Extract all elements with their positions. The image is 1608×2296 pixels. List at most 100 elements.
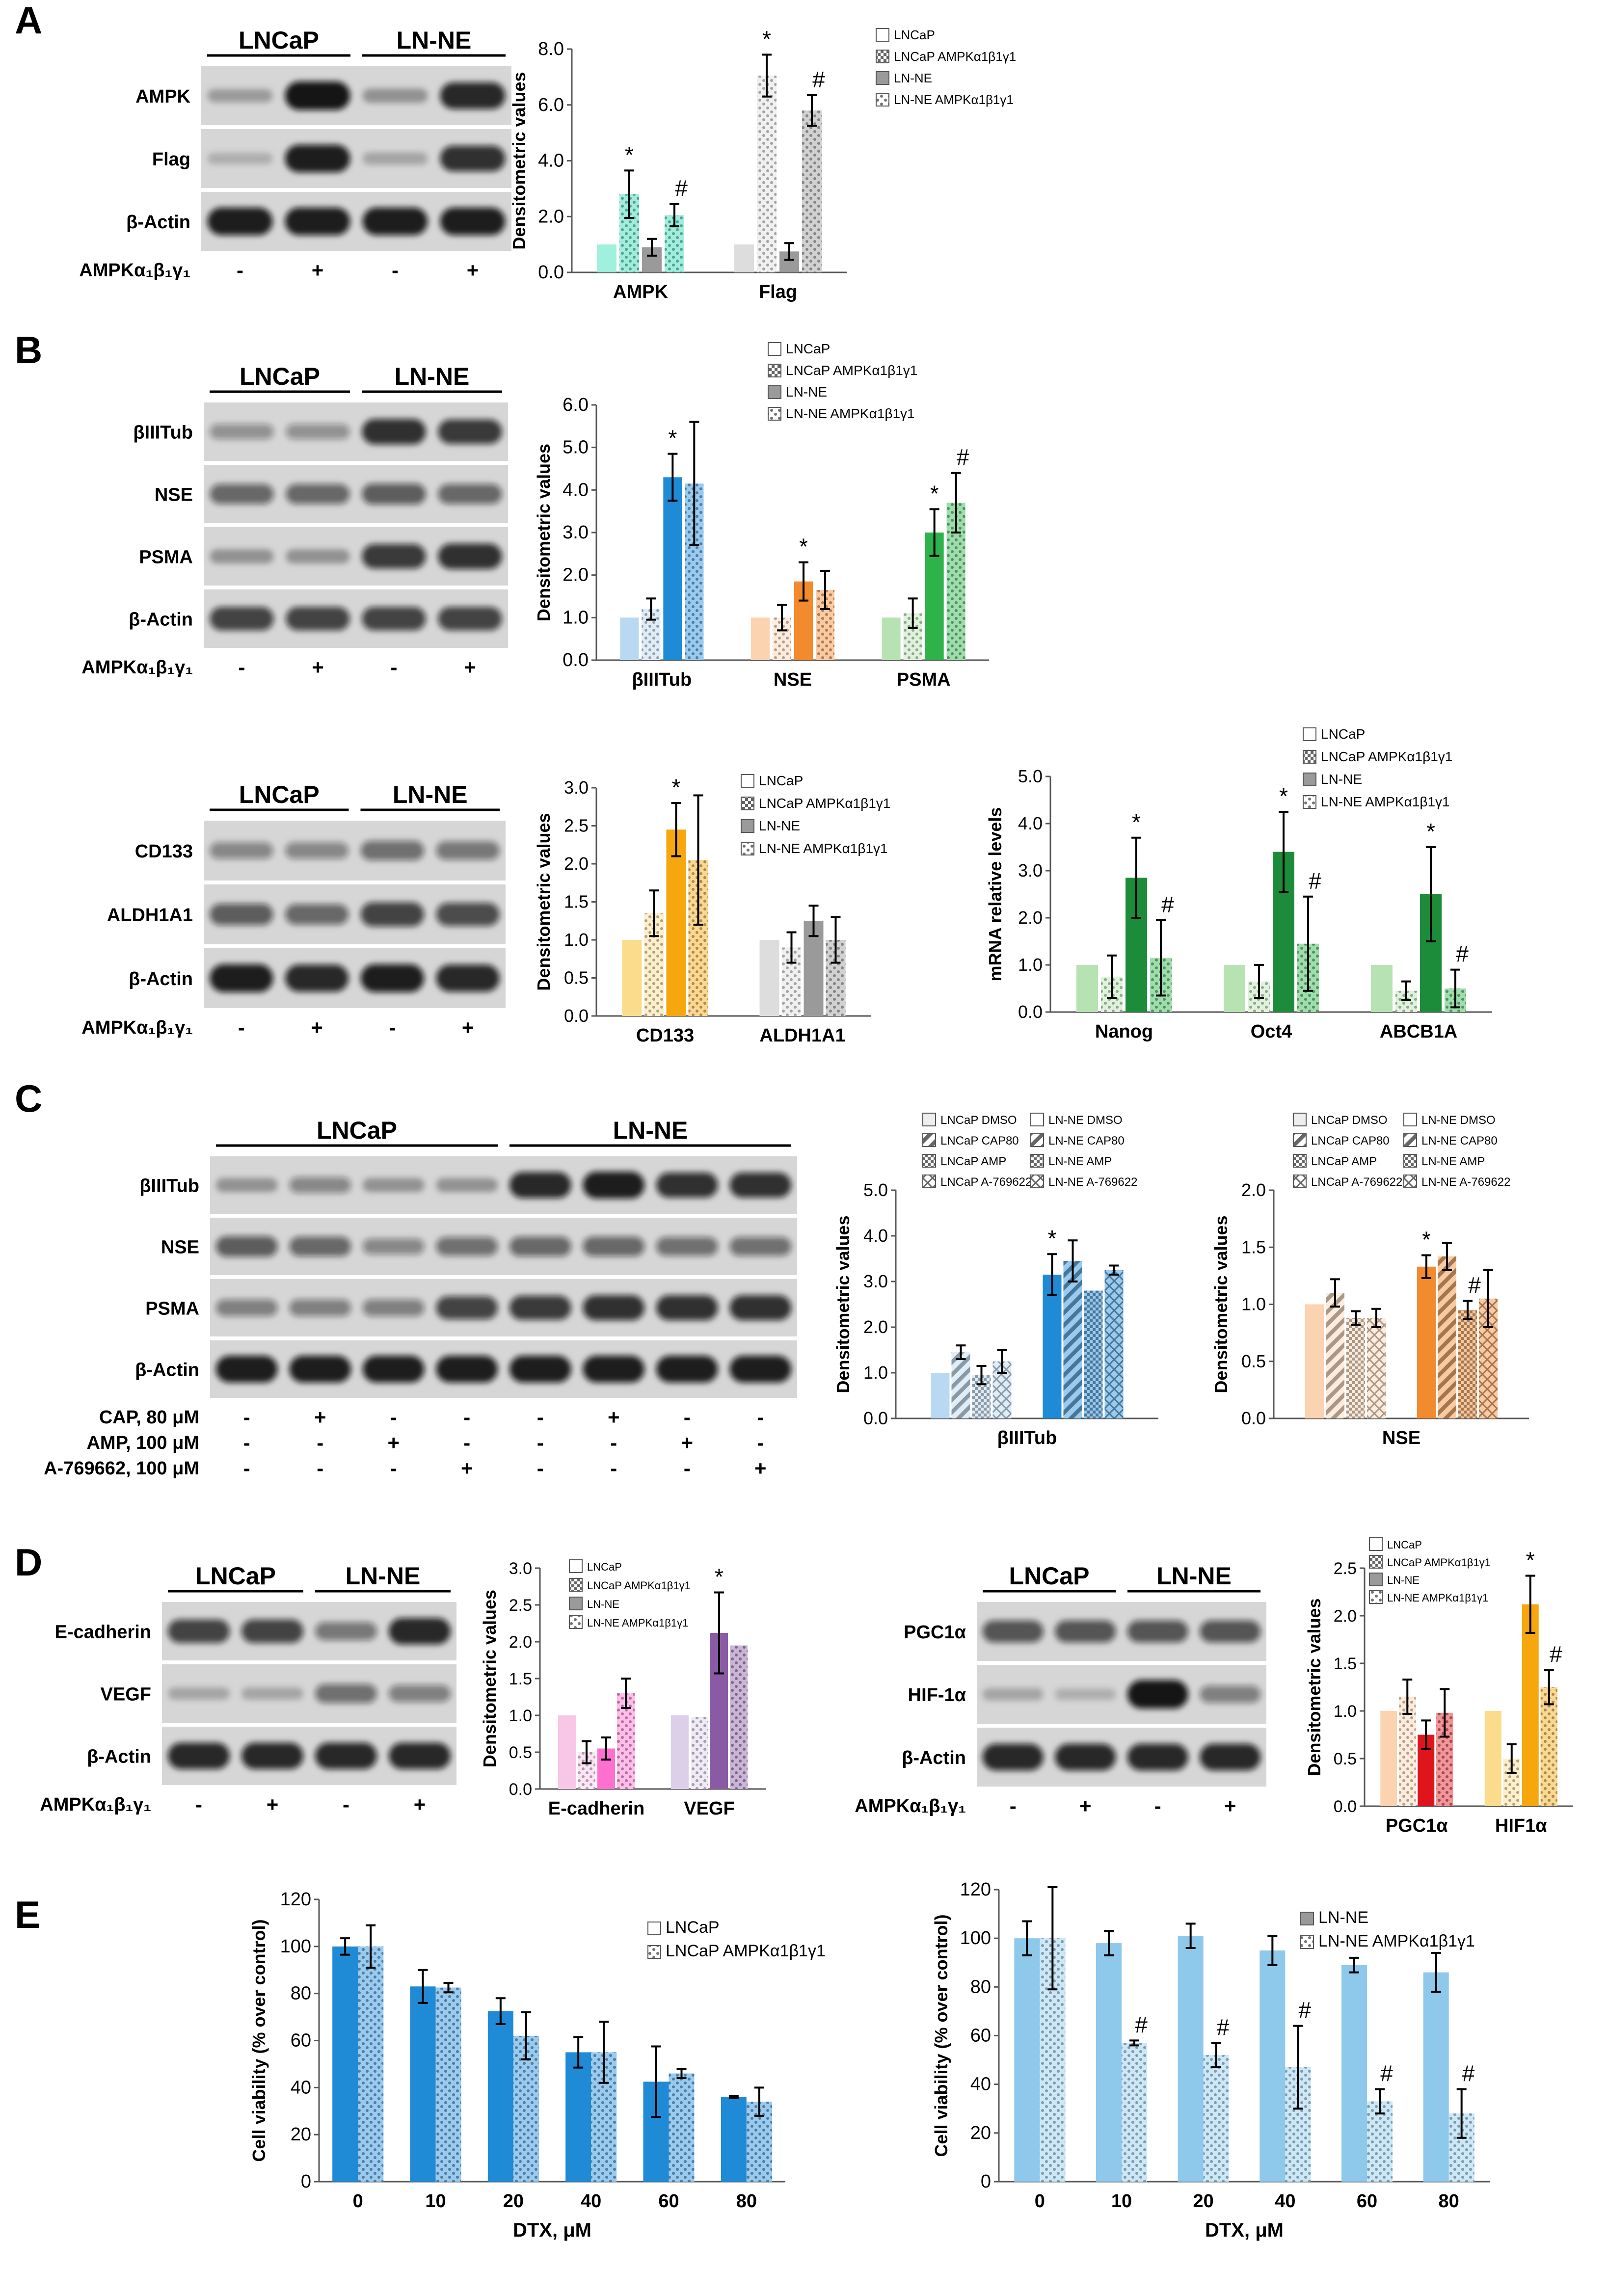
category-label: PGC1α <box>1386 1815 1448 1836</box>
legend-item: LN-NE DMSO <box>1048 1114 1123 1127</box>
bar <box>1178 1936 1204 2182</box>
y-tick-label: 4.0 <box>563 480 589 500</box>
band <box>215 1299 278 1316</box>
band <box>440 207 506 236</box>
band <box>509 1172 571 1198</box>
band <box>1055 1688 1116 1700</box>
band <box>210 484 274 504</box>
band <box>360 841 424 860</box>
legend-item: LN-NE CAP80 <box>1421 1134 1498 1148</box>
band <box>1055 1743 1116 1771</box>
band <box>436 1356 498 1383</box>
y-tick-label: 120 <box>960 1879 991 1900</box>
y-tick-label: 0.0 <box>538 262 564 283</box>
significance-mark: # <box>1550 1642 1562 1667</box>
legend-swatch <box>741 797 754 810</box>
band <box>729 1356 792 1383</box>
y-tick-label: 0.0 <box>563 650 589 670</box>
bar-pattern <box>1063 1261 1082 1418</box>
band <box>168 1742 230 1769</box>
bar-pattern <box>1367 1318 1386 1418</box>
panel-letter: D <box>15 1541 42 1584</box>
legend-swatch <box>768 385 781 399</box>
band <box>362 544 426 569</box>
legend-item: LN-NE AMPKα1β1γ1 <box>1318 1932 1475 1950</box>
category-label: ALDH1A1 <box>759 1025 845 1046</box>
y-axis-label: Densitometric values <box>833 1215 853 1393</box>
significance-mark: # <box>957 445 969 470</box>
y-axis-label: Densitometric values <box>1304 1598 1324 1776</box>
significance-mark: # <box>812 67 825 92</box>
band <box>389 1742 451 1769</box>
band <box>509 1236 571 1256</box>
bar <box>565 2052 591 2182</box>
band <box>583 1172 645 1199</box>
bar <box>1371 965 1393 1012</box>
bar-pattern <box>691 1717 708 1789</box>
band <box>360 964 424 992</box>
category-label: Nanog <box>1095 1021 1153 1042</box>
significance-mark: * <box>668 426 677 451</box>
sign: + <box>267 1793 279 1816</box>
legend-swatch <box>1300 1912 1314 1925</box>
band <box>289 1356 351 1383</box>
significance-mark: # <box>1380 2061 1393 2086</box>
bar-pattern <box>1122 2043 1147 2182</box>
y-tick-label: 0.5 <box>1334 1750 1357 1768</box>
sign: + <box>681 1431 693 1454</box>
y-tick-label: 1.0 <box>863 1362 888 1383</box>
legend-item: LNCaP DMSO <box>940 1114 1017 1127</box>
band <box>207 89 273 103</box>
band <box>168 1619 230 1643</box>
band-label: β-Actin <box>902 1748 966 1768</box>
category-label: NSE <box>774 669 812 690</box>
band <box>362 1299 425 1316</box>
chart-C2: 0.0 0.5 1.0 1.5 2.0 Densitometric values NSE * #… <box>1211 1113 1529 1448</box>
bar <box>1305 1304 1324 1418</box>
band-label: PGC1α <box>904 1622 966 1643</box>
y-tick-label: 2.0 <box>509 1633 532 1652</box>
y-tick-label: 100 <box>960 1928 991 1949</box>
legend-item: LNCaP AMPKα1β1γ1 <box>786 363 917 378</box>
band <box>656 1237 718 1256</box>
bar-pattern <box>1203 2055 1229 2182</box>
legend-swatch <box>922 1113 936 1126</box>
bar-pattern <box>435 1987 461 2182</box>
band <box>362 152 428 165</box>
significance-mark: # <box>1299 1998 1312 2023</box>
band <box>436 1178 498 1192</box>
band <box>1200 1743 1261 1771</box>
band <box>509 1356 571 1383</box>
y-tick-label: 1.5 <box>564 892 589 912</box>
bar <box>882 617 901 660</box>
band <box>982 1743 1044 1771</box>
y-axis-label: Densitometric values <box>1211 1215 1231 1393</box>
y-tick-label: 5.0 <box>1018 766 1043 786</box>
band-label: CD133 <box>135 841 193 862</box>
band <box>210 549 274 564</box>
legend-swatch <box>768 364 781 377</box>
legend-swatch <box>741 842 754 855</box>
y-tick-label: 1.0 <box>564 930 589 950</box>
blot-D2: PGC1α HIF-1α β-Actin LNCaP LN-NE AMPKα₁β₁γ₁ - +… <box>855 1562 1266 1817</box>
legend-item: LN-NE <box>1318 1908 1368 1927</box>
bar <box>410 1986 436 2182</box>
bar-pattern <box>951 1352 970 1418</box>
legend-swatch <box>1293 1175 1307 1188</box>
sign: + <box>754 1457 767 1480</box>
charts-layer: 0.0 2.0 4.0 6.0 8.0 Densitometric values AMPK F… <box>249 26 1573 2241</box>
band <box>285 964 349 992</box>
band <box>286 607 350 631</box>
band <box>438 484 502 504</box>
category-label: 0 <box>353 2191 363 2212</box>
blot-B2: CD133 ALDH1A1 β-Actin LNCaP LN-NE AMPKα₁β₁γ₁ -… <box>81 781 506 1039</box>
y-axis-label: Cell viability (% over control) <box>249 1919 269 2162</box>
y-axis-label: Cell viability (% over control) <box>931 1914 951 2157</box>
y-tick-label: 2.5 <box>509 1596 532 1615</box>
sign: + <box>1224 1794 1236 1817</box>
legend-item: LN-NE <box>894 71 932 85</box>
y-tick-label: 3.0 <box>1018 860 1043 881</box>
band <box>1055 1620 1116 1643</box>
y-tick-label: 1.0 <box>509 1707 532 1725</box>
legend-item: LN-NE AMPKα1β1γ1 <box>1387 1592 1488 1604</box>
